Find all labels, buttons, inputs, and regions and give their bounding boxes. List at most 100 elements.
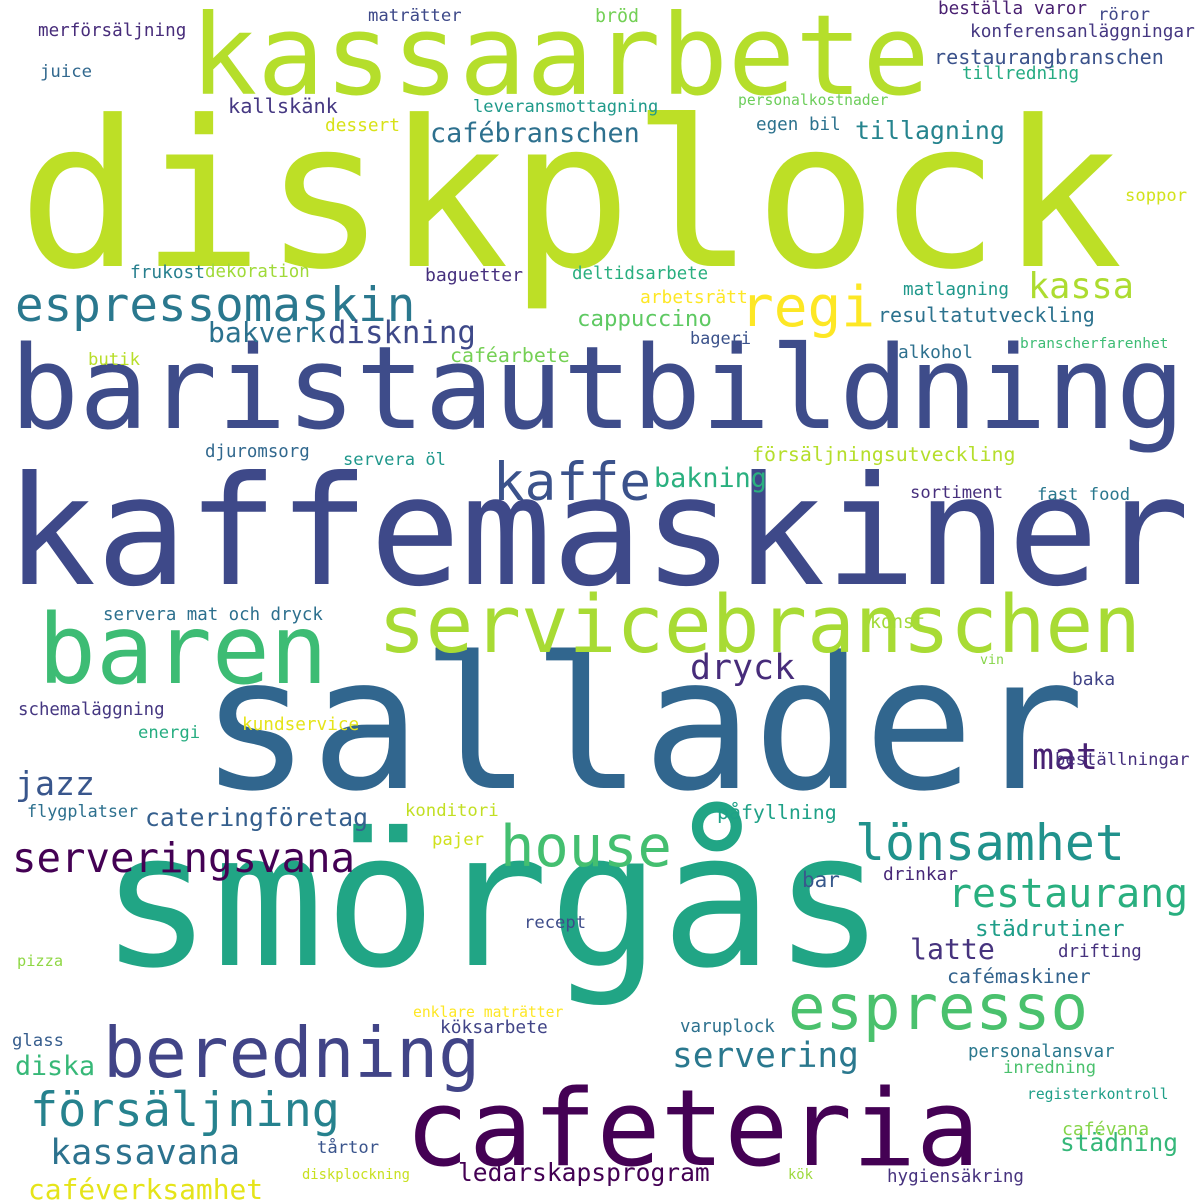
word: cateringföretag [145,803,368,833]
word: diskplockning [302,1167,410,1184]
word: försäljningsutveckling [752,442,1016,466]
word: baguetter [425,265,524,287]
word: servicebranschen [378,578,1141,672]
word: tillredning [962,64,1080,85]
word: försäljning [30,1084,340,1139]
word: recept [524,912,587,933]
word: registerkontroll [1027,1085,1169,1103]
word: cafévana [1062,1119,1150,1141]
word: beställningar [1055,749,1190,770]
word: kundservice [242,715,360,736]
word: inredning [1003,1057,1097,1078]
word: energi [138,722,201,743]
word: flygplatser [27,800,139,821]
word: konferensanläggningar [970,21,1195,43]
word: kaffe [493,451,652,513]
word: pizza [17,951,64,970]
word: dekoration [205,262,310,283]
word: tillagning [855,116,1005,146]
word: sortiment [910,482,1004,503]
word: servering [672,1036,859,1076]
word: restaurang [948,871,1189,918]
word: espresso [788,970,1089,1044]
word: jazz [15,764,95,804]
word: cafeteria [405,1067,980,1191]
word: merförsäljning [38,21,187,42]
word: matlagning [903,280,1009,301]
word: bar [802,868,840,893]
word: restaurangbranschen [934,44,1164,69]
word: vin [980,652,1005,668]
word: beredning [103,1013,481,1095]
word: serveringsvana [12,833,355,882]
word: kassavana [50,1131,241,1173]
word: alkohol [898,342,973,364]
word: tårtor [317,1137,380,1158]
word: personalkostnader [738,91,889,109]
word: cappuccino [577,305,712,332]
word: kaffemaskiner [5,443,1190,621]
word: röror [1098,4,1151,25]
word: mat [1032,734,1098,778]
word: sallader [200,617,1085,832]
word: branscherfarenhet [1020,336,1169,352]
word: servera öl [343,449,446,470]
word: varuplock [680,1017,775,1038]
word: konst [870,612,926,633]
word: caféarbete [450,344,570,367]
word: personalansvar [968,1042,1115,1063]
word: soppor [1125,185,1188,206]
word: beställa varor [938,0,1088,20]
word: caféverksamhet [28,1173,264,1200]
word: fast food [1037,484,1131,505]
word: bageri [690,327,752,348]
word: smörgås [100,792,886,1010]
word: kassa [1028,265,1134,307]
word: house [500,813,672,880]
word: ledarskapsprogram [458,1157,710,1187]
word: baristautbildning [10,321,1185,456]
word: resultatutveckling [878,302,1095,327]
word: diskplock [18,78,1123,316]
word: dessert [325,115,400,137]
word: diskning [328,315,476,351]
word: lönsamhet [855,814,1125,873]
word: påfyllning [717,801,837,824]
word: kallskänk [228,93,338,118]
word: butik [88,349,141,370]
word: drifting [1058,942,1142,963]
word: schemaläggning [18,700,165,721]
word: cafébranschen [430,118,640,150]
word: diska [15,1051,96,1083]
word: städrutiner [975,915,1125,942]
word: cafémaskiner [947,964,1091,988]
word: pajer [432,829,485,850]
word: latte [910,932,995,966]
word: bröd [595,6,640,27]
word: baka [1072,669,1116,691]
word: hygiensäkring [887,1167,1024,1188]
word: köksarbete [440,1017,548,1039]
word: enklare maträtter [413,1003,564,1021]
word: espressomaskin [15,278,416,334]
word: glass [12,1030,65,1051]
word: servera mat och dryck [103,605,323,626]
word: maträtter [368,5,462,26]
word: regi [740,274,876,340]
word: baren [38,593,328,706]
word: drinkar [883,864,958,886]
word: deltidsarbete [572,264,709,285]
word: städning [1060,1127,1179,1157]
word: kassaarbete [190,0,930,121]
word: frukost [130,262,205,284]
word: kök [788,1167,813,1184]
word: juice [40,61,93,82]
word: bakning [654,462,767,494]
word: leveransmottagning [473,96,659,117]
word: bakverk [208,315,327,349]
word: konditori [405,800,499,821]
word: egen bil [756,115,841,136]
word: dryck [690,647,796,688]
word: djuromsorg [205,442,310,463]
